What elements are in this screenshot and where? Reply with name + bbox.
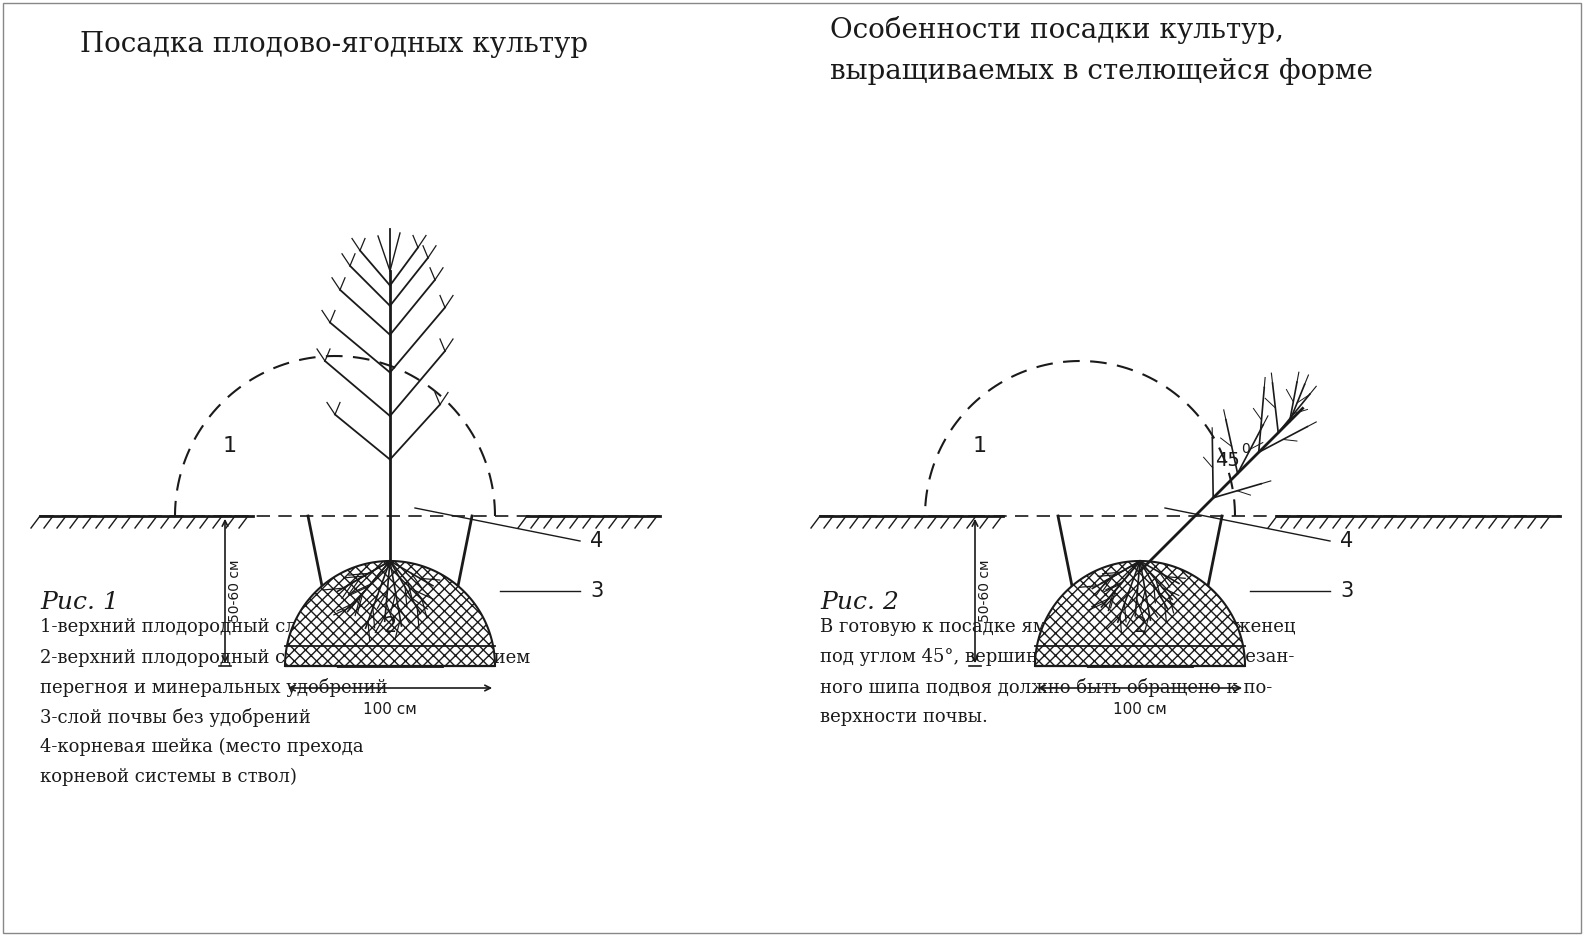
Text: 0: 0 (1240, 442, 1250, 456)
Text: 1: 1 (223, 436, 238, 456)
Text: 3: 3 (589, 581, 604, 601)
Text: перегноя и минеральных удобрений: перегноя и минеральных удобрений (40, 678, 388, 697)
Text: 3: 3 (1340, 581, 1353, 601)
Text: 4: 4 (589, 531, 604, 551)
Text: 50-60 см: 50-60 см (228, 560, 242, 622)
Text: 4-корневая шейка (место прехода: 4-корневая шейка (место прехода (40, 738, 364, 756)
Text: В готовую к посадке яму устанавливают саженец: В готовую к посадке яму устанавливают са… (821, 618, 1296, 636)
Text: Рис. 2: Рис. 2 (821, 591, 898, 614)
Text: Особенности посадки культур,: Особенности посадки культур, (830, 16, 1285, 44)
Text: 100 см: 100 см (1114, 702, 1167, 717)
Text: 2: 2 (383, 616, 396, 636)
Text: 45: 45 (1215, 451, 1240, 471)
Text: выращиваемых в стелющейся форме: выращиваемых в стелющейся форме (830, 58, 1373, 85)
Text: под углом 45°, вершиной на юг. Место от срезан-: под углом 45°, вершиной на юг. Место от … (821, 648, 1294, 666)
Text: Рис. 1: Рис. 1 (40, 591, 119, 614)
Text: 1-верхний плодородный слой почвы: 1-верхний плодородный слой почвы (40, 618, 385, 636)
Text: 1: 1 (973, 436, 987, 456)
Polygon shape (1034, 561, 1245, 666)
Text: 50-60 см: 50-60 см (977, 560, 992, 622)
Text: 100 см: 100 см (363, 702, 417, 717)
Text: 3-слой почвы без удобрений: 3-слой почвы без удобрений (40, 708, 310, 727)
Text: верхности почвы.: верхности почвы. (821, 708, 988, 726)
Text: 4: 4 (1340, 531, 1353, 551)
Polygon shape (285, 561, 494, 666)
Text: Посадка плодово-ягодных культур: Посадка плодово-ягодных культур (81, 31, 588, 58)
Text: 2-верхний плодородный слой почвы с добавлением: 2-верхний плодородный слой почвы с добав… (40, 648, 531, 667)
Text: ного шипа подвоя должно быть обращено к по-: ного шипа подвоя должно быть обращено к … (821, 678, 1272, 697)
Text: корневой системы в ствол): корневой системы в ствол) (40, 768, 296, 786)
Text: 2: 2 (1134, 616, 1147, 636)
